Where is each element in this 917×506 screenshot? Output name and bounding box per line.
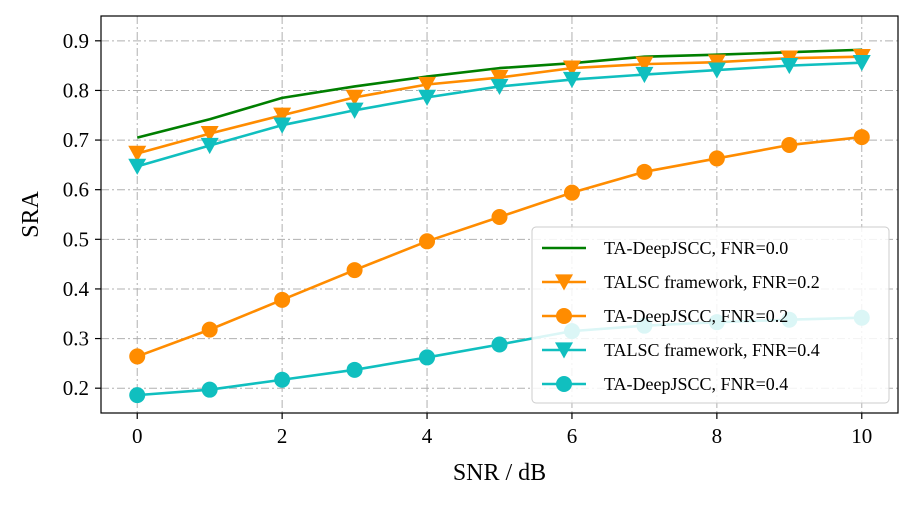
legend-item: TALSC framework, FNR=0.2 (542, 272, 820, 292)
legend-item: TA-DeepJSCC, FNR=0.2 (542, 306, 788, 326)
data-point (418, 76, 437, 94)
data-point (562, 71, 581, 89)
data-point (707, 62, 726, 79)
legend-swatch-marker (556, 376, 572, 392)
legend-label: TA-DeepJSCC, FNR=0.0 (604, 238, 788, 258)
data-point (201, 321, 218, 338)
data-point (201, 381, 218, 398)
data-point (129, 348, 146, 365)
data-point (128, 158, 147, 175)
legend-box (531, 226, 890, 404)
data-point (490, 78, 509, 96)
data-point (635, 66, 654, 84)
y-tick-label: 0.8 (63, 78, 89, 102)
data-point (635, 56, 654, 73)
y-tick-label: 0.4 (63, 277, 90, 301)
series-1 (136, 48, 862, 139)
data-point (128, 145, 147, 163)
plot-frame (100, 15, 899, 414)
data-point (853, 129, 870, 146)
legend-label: TALSC framework, FNR=0.4 (604, 340, 820, 360)
series-4 (128, 54, 871, 175)
data-point (200, 125, 219, 143)
legend: TA-DeepJSCC, FNR=0.0 TALSC framework, FNR… (531, 226, 890, 404)
legend-label: TA-DeepJSCC, FNR=0.2 (604, 306, 788, 326)
legend-swatch-marker (555, 342, 573, 359)
axis-ticks: 0 2 4 6 8 10 0.2 0.3 0.4 0.5 0.6 0.7 0.8 0.9 (63, 29, 873, 448)
data-point (491, 208, 508, 225)
data-point (200, 137, 219, 155)
data-point (562, 60, 581, 77)
legend-swatch-marker (556, 308, 572, 324)
data-point (852, 54, 871, 72)
data-point (346, 361, 363, 378)
legend-label: TALSC framework, FNR=0.2 (604, 272, 820, 292)
series-layer (128, 48, 871, 404)
x-tick-label: 10 (851, 424, 872, 448)
y-tick-label: 0.3 (63, 327, 89, 351)
x-tick-label: 6 (567, 424, 578, 448)
series-3 (129, 129, 870, 365)
data-point (781, 137, 798, 154)
x-tick-label: 4 (422, 424, 433, 448)
x-axis-label: SNR / dB (453, 460, 546, 486)
data-point (636, 163, 653, 180)
data-point (419, 233, 436, 250)
legend-item: TA-DeepJSCC, FNR=0.4 (542, 374, 788, 394)
legend-swatch-marker (555, 274, 573, 291)
data-point (274, 291, 291, 308)
data-point (345, 102, 364, 119)
legend-item: TALSC framework, FNR=0.4 (542, 340, 820, 360)
data-point (563, 184, 580, 201)
data-point (129, 387, 146, 404)
data-point (346, 262, 363, 279)
data-point (418, 89, 437, 106)
legend-item: TA-DeepJSCC, FNR=0.0 (542, 238, 788, 258)
x-tick-label: 0 (132, 424, 143, 448)
y-tick-label: 0.6 (63, 178, 89, 202)
x-tick-label: 2 (277, 424, 288, 448)
data-point (490, 69, 509, 87)
data-point (419, 349, 436, 366)
data-point (491, 336, 508, 353)
series-2 (128, 49, 871, 163)
data-point (780, 57, 799, 75)
data-point (345, 89, 364, 106)
y-tick-label: 0.2 (63, 376, 89, 400)
series-line (136, 48, 862, 139)
data-point (273, 117, 292, 134)
y-tick-label: 0.9 (63, 29, 89, 53)
data-point (708, 150, 725, 167)
y-tick-label: 0.7 (63, 128, 89, 152)
y-tick-label: 0.5 (63, 227, 89, 251)
legend-label: TA-DeepJSCC, FNR=0.4 (604, 374, 788, 394)
x-tick-label: 8 (712, 424, 723, 448)
data-point (273, 107, 292, 124)
data-point (274, 371, 291, 388)
y-axis-label: SRA (18, 190, 44, 237)
